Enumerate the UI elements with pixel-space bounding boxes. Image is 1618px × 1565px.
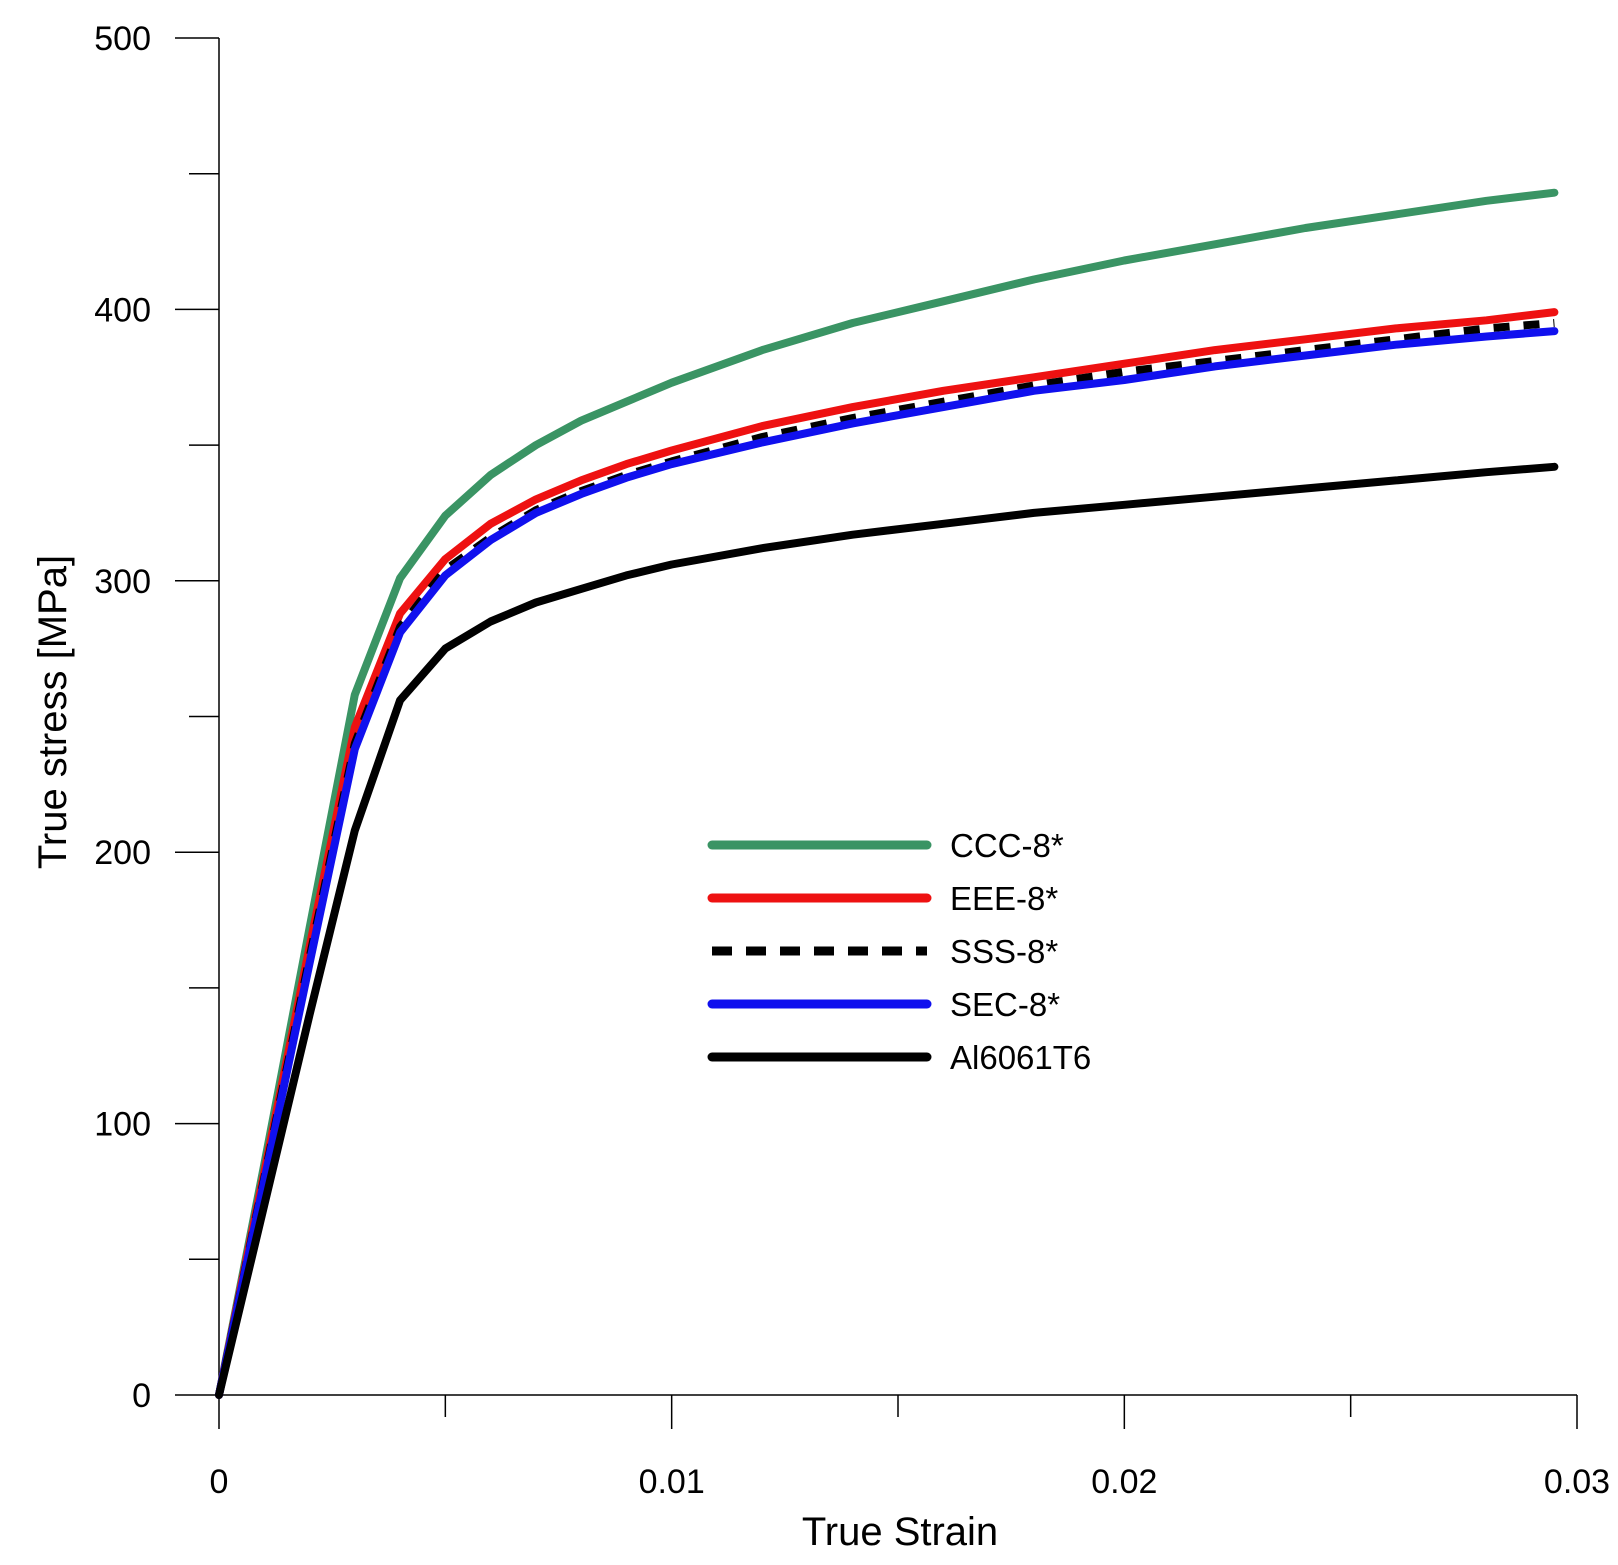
series-layer — [215, 188, 1559, 1399]
legend-label: Al6061T6 — [950, 1039, 1091, 1076]
series-line-ccc-8 — [215, 188, 1559, 1399]
y-tick-label: 500 — [94, 20, 151, 58]
series-line-eee-8 — [215, 308, 1559, 1399]
axes: 0 100 200 300 400 500 0 0.01 0.02 0.03 — [94, 20, 1610, 1501]
series-line-al6061t6 — [215, 462, 1559, 1399]
x-tick-label: 0.01 — [639, 1463, 705, 1501]
y-tick-label: 100 — [94, 1106, 151, 1144]
y-tick-label: 200 — [94, 834, 151, 872]
legend-label: EEE-8* — [950, 880, 1058, 917]
legend-label: CCC-8* — [950, 827, 1064, 864]
y-tick-label: 0 — [132, 1377, 151, 1415]
legend-label: SSS-8* — [950, 933, 1058, 970]
y-tick-label: 300 — [94, 563, 151, 601]
legend-label: SEC-8* — [950, 986, 1060, 1023]
x-tick-label: 0.02 — [1091, 1463, 1157, 1501]
x-tick-label: 0 — [210, 1463, 229, 1501]
legend: CCC-8* EEE-8* SSS-8* SEC-8* Al6061T6 — [707, 827, 1091, 1076]
series-line-sec-8 — [215, 327, 1559, 1399]
y-tick-label: 400 — [94, 291, 151, 329]
y-axis-title: True stress [MPa] — [31, 555, 75, 869]
x-axis-title: True Strain — [802, 1510, 998, 1554]
x-tick-label: 0.03 — [1544, 1463, 1610, 1501]
